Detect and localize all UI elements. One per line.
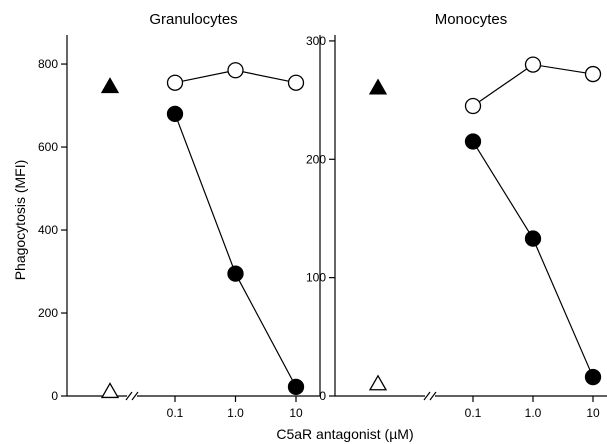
axis-break-mark [429,391,437,401]
y-tick-label: 200 [306,152,326,166]
series-line-filled-circle [472,141,594,378]
series-line-filled-circle [174,113,297,388]
y-tick-label: 600 [38,140,58,154]
data-point-filled-circle [227,265,244,282]
data-point-open-circle [464,97,482,115]
data-point-filled-circle [524,230,542,247]
panel-granulocytes: Granulocytes 0 200 400 600 800 0.1 1.0 10 [38,11,321,420]
control-point-open-triangle [100,382,120,399]
x-tick-label: 10 [586,406,600,420]
panel-monocytes: Monocytes 0 100 200 300 0.1 1.0 10 [306,11,607,420]
y-tick-label: 400 [38,223,58,237]
control-point-open-triangle [368,374,388,391]
control-point-filled-triangle [100,77,120,94]
y-tick-label: 200 [38,306,58,320]
y-tick-label: 100 [306,271,326,285]
y-tick-label: 0 [319,389,326,403]
panel-title: Monocytes [435,11,508,28]
data-point-open-circle [166,74,184,91]
x-tick-label: 10 [289,406,303,420]
data-point-filled-circle [584,368,602,386]
data-point-open-circle [524,56,542,73]
data-point-open-circle [287,74,305,91]
x-tick-label: 0.1 [167,406,184,420]
y-tick-label: 300 [306,34,326,48]
data-point-filled-circle [166,105,184,122]
data-point-open-circle [584,65,602,83]
x-tick-label: 0.1 [465,406,482,420]
control-point-filled-triangle [368,78,388,95]
data-point-filled-circle [464,133,482,150]
y-tick-label: 0 [51,389,58,403]
x-axis-label: C5aR antagonist (µM) [276,426,413,442]
data-point-open-circle [227,62,244,79]
y-tick-label: 800 [38,57,58,71]
x-tick-label: 1.0 [227,406,244,420]
axis-break-mark [131,391,139,401]
axis-break-mark [423,391,431,401]
x-tick-label: 1.0 [525,406,542,420]
y-axis-label: Phagocytosis (MFI) [12,160,28,281]
axis-break-mark [125,391,133,401]
panel-title: Granulocytes [149,11,237,28]
data-point-filled-circle [287,378,305,396]
